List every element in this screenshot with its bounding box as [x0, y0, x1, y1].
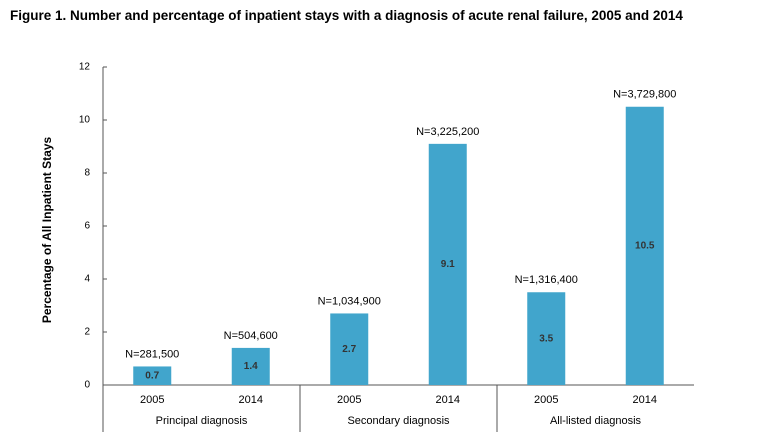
bar — [527, 292, 566, 385]
chart-title: Figure 1. Number and percentage of inpat… — [10, 8, 683, 23]
data-label: 10.5 — [635, 241, 655, 252]
annotation: N=3,225,200 — [416, 126, 479, 138]
bar — [625, 106, 664, 385]
bar — [330, 313, 369, 385]
annotation: N=281,500 — [125, 348, 179, 360]
y-tick-label: 12 — [79, 62, 91, 73]
bar — [231, 347, 270, 385]
y-tick-label: 6 — [84, 221, 90, 232]
y-tick-label: 4 — [84, 274, 90, 285]
y-tick-label: 0 — [84, 380, 90, 391]
y-axis-label: Percentage of All Inpatient Stays — [40, 137, 54, 324]
bar — [133, 366, 172, 385]
data-label: 0.7 — [145, 370, 159, 381]
x-tick-label: 2005 — [337, 394, 361, 406]
x-tick-label: 2014 — [633, 394, 657, 406]
y-tick-label: 8 — [84, 168, 90, 179]
data-label: 9.1 — [441, 259, 455, 270]
bar — [428, 143, 467, 385]
group-label: All-listed diagnosis — [550, 415, 642, 427]
group-label: Secondary diagnosis — [347, 415, 450, 427]
group-label: Principal diagnosis — [156, 415, 248, 427]
data-label: 2.7 — [342, 344, 356, 355]
annotation: N=1,034,900 — [318, 295, 381, 307]
y-tick-label: 2 — [84, 327, 90, 338]
annotation: N=1,316,400 — [515, 274, 578, 286]
x-tick-label: 2005 — [534, 394, 558, 406]
annotation: N=3,729,800 — [613, 89, 676, 101]
data-label: 1.4 — [244, 361, 258, 372]
x-tick-label: 2014 — [436, 394, 460, 406]
annotation: N=504,600 — [224, 330, 278, 342]
y-tick-label: 10 — [79, 115, 91, 126]
x-tick-label: 2014 — [239, 394, 263, 406]
x-tick-label: 2005 — [140, 394, 164, 406]
data-label: 3.5 — [539, 333, 553, 344]
